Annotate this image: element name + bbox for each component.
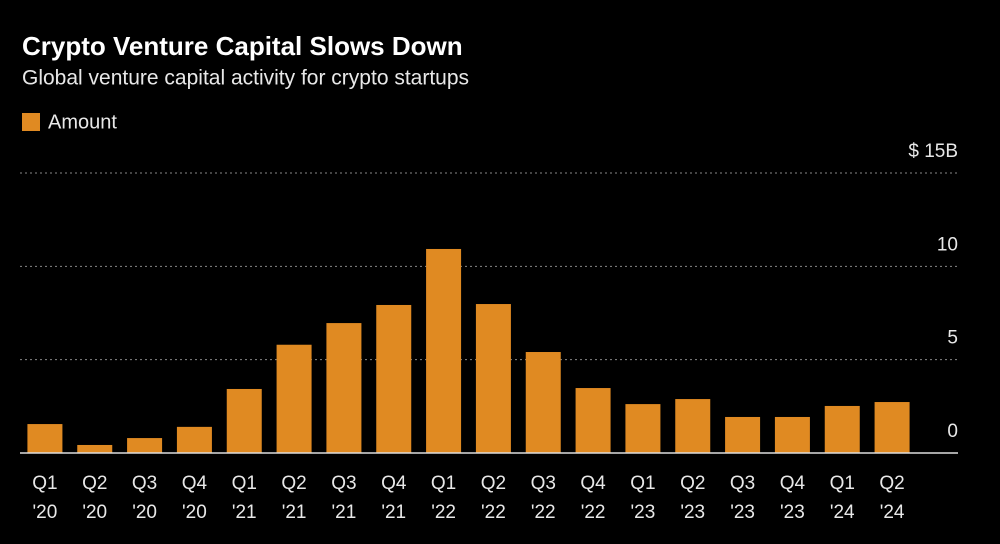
bar (475, 304, 511, 453)
x-tick-label: '20 (33, 502, 58, 523)
x-tick-label: Q4 (580, 473, 606, 494)
x-tick-label: '21 (332, 502, 357, 523)
bar (675, 399, 711, 453)
bar (127, 438, 163, 453)
bar (226, 388, 262, 453)
x-tick-label: Q1 (431, 473, 456, 494)
x-tick-label: Q1 (32, 473, 57, 494)
bar (276, 344, 312, 453)
x-tick-label: '23 (730, 502, 755, 523)
x-tick-label: '21 (381, 502, 406, 523)
x-tick-label: Q3 (730, 473, 755, 494)
x-tick-label: '20 (182, 502, 207, 523)
bar (176, 426, 212, 453)
bar (525, 352, 561, 453)
x-tick-label: Q3 (531, 473, 556, 494)
x-tick-label: '21 (232, 502, 257, 523)
x-tick-label: Q1 (830, 473, 855, 494)
x-tick-label: '23 (631, 502, 656, 523)
x-tick-label: Q4 (780, 473, 806, 494)
x-tick-label: Q1 (630, 473, 655, 494)
x-tick-label: Q4 (182, 473, 208, 494)
x-tick-label: Q2 (481, 473, 506, 494)
x-tick-label: Q2 (879, 473, 904, 494)
y-tick-label: $ 15B (908, 141, 958, 162)
bar (824, 405, 860, 453)
x-tick-label: '23 (780, 502, 805, 523)
bar (575, 388, 611, 453)
x-tick-label: '22 (431, 502, 456, 523)
bar (725, 416, 761, 453)
x-tick-label: '24 (880, 502, 905, 523)
bar (27, 424, 63, 453)
x-tick-label: '20 (82, 502, 107, 523)
bar (77, 444, 113, 453)
bar (625, 404, 661, 453)
x-tick-label: Q2 (82, 473, 107, 494)
x-tick-label: '24 (830, 502, 855, 523)
y-tick-label: 10 (937, 234, 958, 255)
x-tick-label: '21 (282, 502, 307, 523)
x-tick-label: '22 (531, 502, 556, 523)
x-tick-label: '20 (132, 502, 157, 523)
x-tick-label: Q4 (381, 473, 407, 494)
bar (774, 416, 810, 453)
legend-swatch (22, 113, 40, 131)
bar (426, 248, 462, 453)
chart-title: Crypto Venture Capital Slows Down (22, 31, 463, 61)
x-tick-label: Q2 (680, 473, 705, 494)
x-tick-label: Q2 (281, 473, 306, 494)
bar (376, 304, 412, 453)
y-tick-label: 0 (947, 421, 958, 442)
x-tick-label: '22 (581, 502, 606, 523)
legend-label: Amount (48, 111, 117, 133)
x-tick-label: Q3 (132, 473, 157, 494)
bar (874, 402, 910, 453)
x-tick-label: '23 (680, 502, 705, 523)
y-tick-label: 5 (947, 328, 958, 349)
x-tick-label: Q3 (331, 473, 356, 494)
chart-subtitle: Global venture capital activity for cryp… (22, 67, 469, 90)
x-tick-label: Q1 (232, 473, 257, 494)
bar (326, 323, 362, 453)
x-tick-label: '22 (481, 502, 506, 523)
